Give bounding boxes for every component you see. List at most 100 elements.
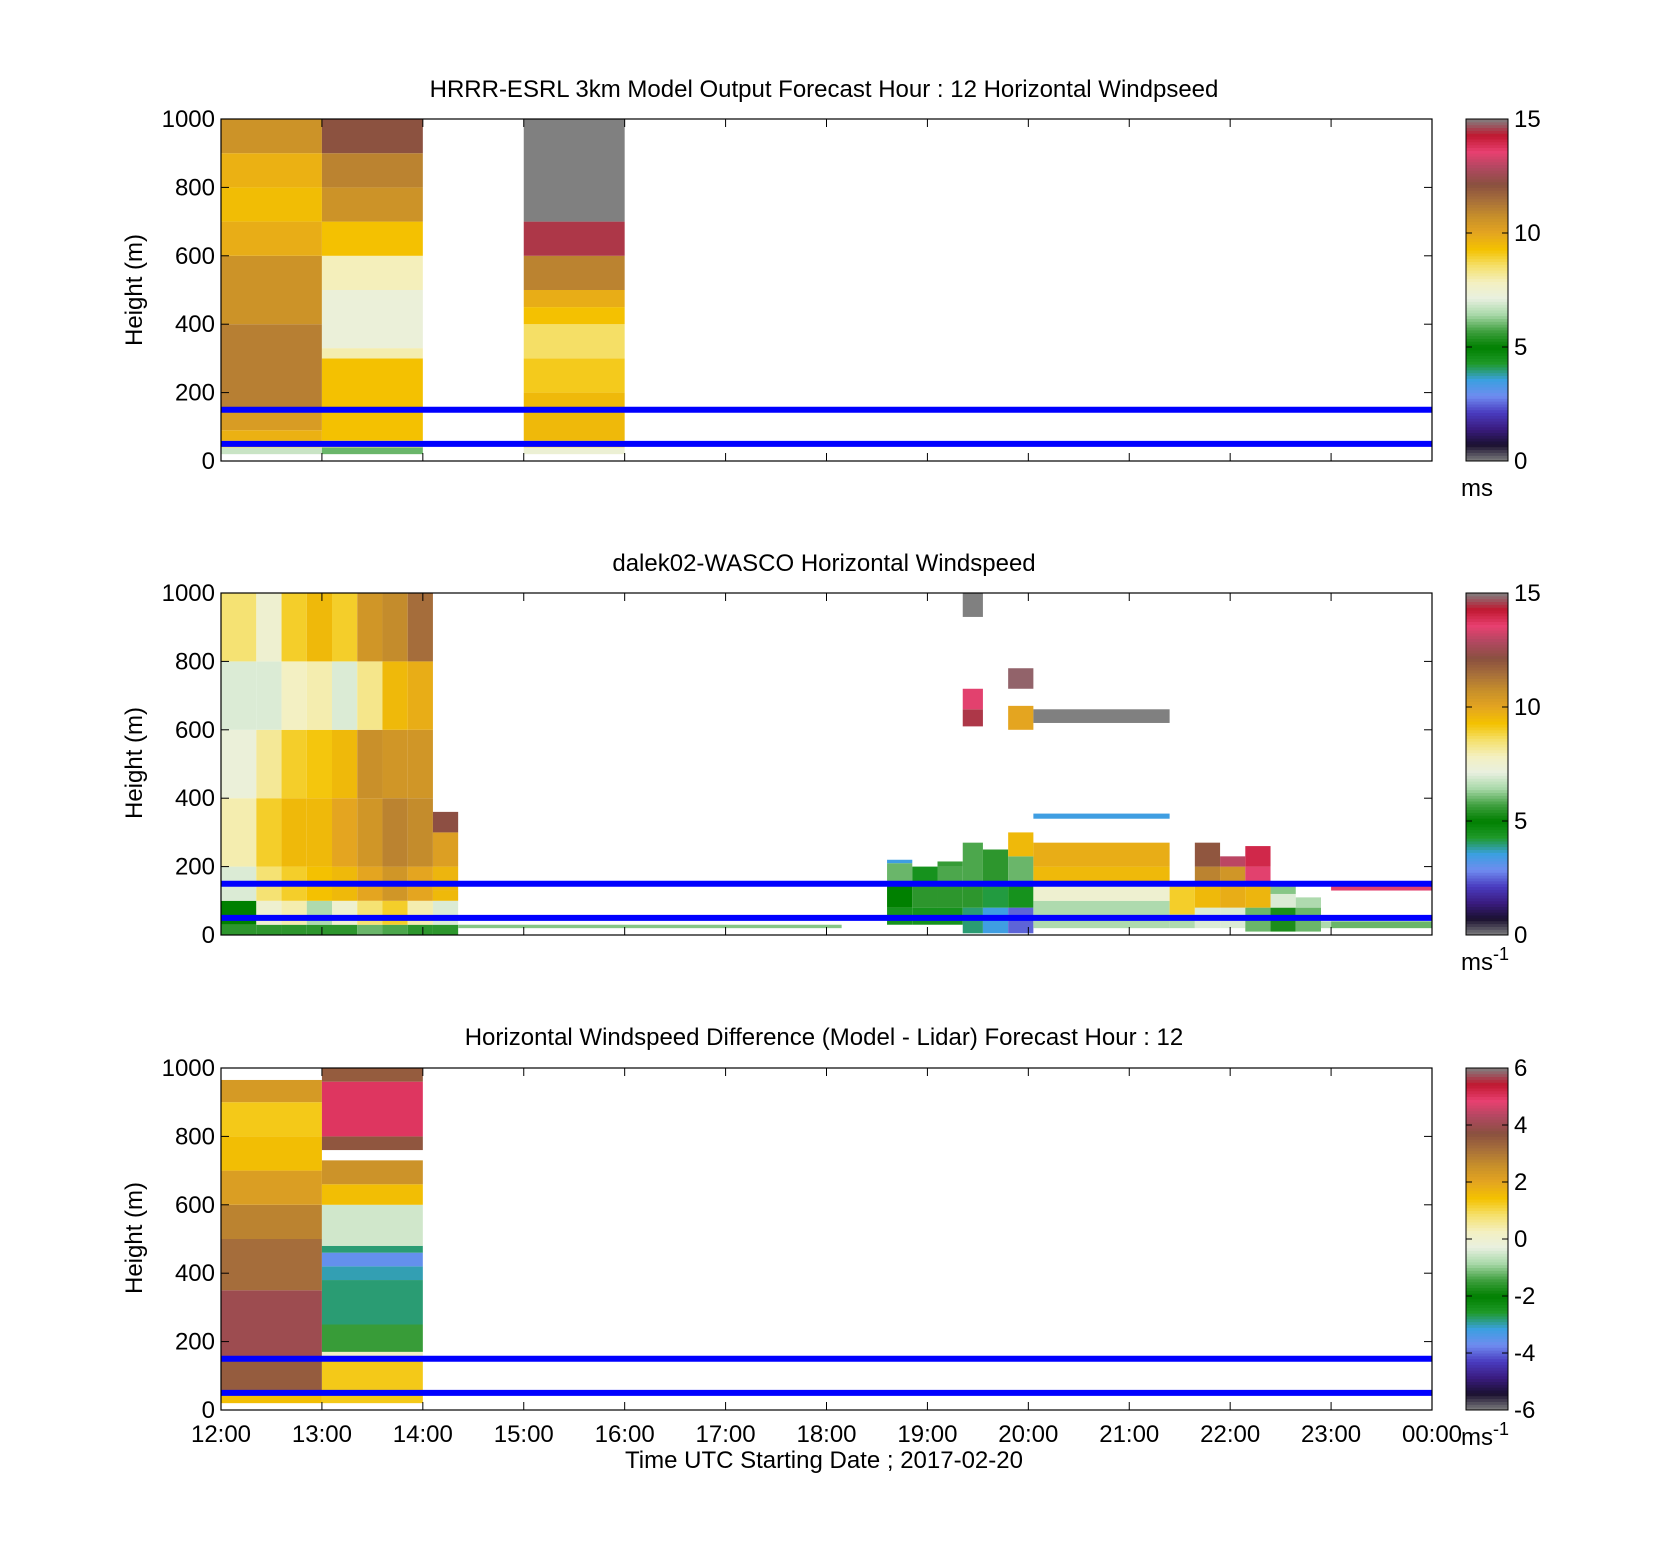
colorbar-band xyxy=(1466,814,1508,819)
colorbar-band xyxy=(1466,891,1508,896)
colorbar-band xyxy=(1466,349,1508,354)
colorbar-band xyxy=(1466,280,1508,285)
heatmap-cell xyxy=(1033,709,1170,723)
colorbar-band xyxy=(1466,1261,1508,1266)
colorbar-band xyxy=(1466,1133,1508,1137)
colorbar-band xyxy=(1466,906,1508,910)
heatmap-cell xyxy=(321,187,423,222)
colorbar-band xyxy=(1466,266,1508,271)
heatmap-cell xyxy=(1008,668,1034,689)
colorbar-band xyxy=(1466,660,1508,665)
colorbar-frame xyxy=(1465,118,1509,462)
heatmap-cell xyxy=(221,593,257,662)
colorbar-band xyxy=(1466,278,1508,282)
colorbar-band xyxy=(1466,663,1508,668)
colorbar-band xyxy=(1466,709,1508,714)
colorbar-band xyxy=(1466,1269,1508,1274)
heatmap-cell xyxy=(221,447,322,455)
colorbar-band xyxy=(1466,1141,1508,1146)
colorbar-band xyxy=(1466,797,1508,802)
x-tick-label: 17:00 xyxy=(696,1421,756,1448)
heatmap-cell xyxy=(1008,883,1034,908)
colorbar-band xyxy=(1466,649,1508,654)
colorbar-band xyxy=(1466,1195,1508,1200)
heatmap-cell xyxy=(1295,897,1321,908)
heatmap-cell xyxy=(407,593,433,662)
colorbar-band xyxy=(1466,629,1508,634)
y-tick-label: 400 xyxy=(175,311,215,338)
colorbar-band xyxy=(1466,1249,1508,1254)
x-tick-label: 21:00 xyxy=(1099,1421,1159,1448)
colorbar-band xyxy=(1466,1369,1508,1374)
heatmap-cell xyxy=(306,900,333,925)
colorbar-band xyxy=(1466,700,1508,705)
colorbar-band xyxy=(1466,769,1508,774)
colorbar-band xyxy=(1466,346,1508,351)
colorbar-band xyxy=(1466,1204,1508,1209)
colorbar-band xyxy=(1466,229,1508,234)
y-tick-label: 800 xyxy=(175,1123,215,1150)
heatmap-cell xyxy=(221,1290,322,1359)
colorbar-band xyxy=(1466,343,1508,348)
colorbar-band xyxy=(1466,868,1508,873)
heatmap-cell xyxy=(1245,866,1271,884)
colorbar-band xyxy=(1466,1175,1508,1180)
colorbar-band xyxy=(1466,1229,1508,1234)
colorbar-tick-label: 15 xyxy=(1514,106,1541,133)
heatmap-cell xyxy=(523,324,625,359)
heatmap-cell xyxy=(407,900,433,925)
x-tick-label: 22:00 xyxy=(1200,1421,1260,1448)
colorbar-band xyxy=(1466,1309,1508,1314)
y-tick-label: 400 xyxy=(175,785,215,812)
heatmap-cell xyxy=(1245,883,1271,908)
colorbar-band xyxy=(1466,697,1508,702)
colorbar-band xyxy=(1466,615,1508,620)
colorbar-band xyxy=(1466,1400,1508,1405)
colorbar-band xyxy=(1466,235,1508,240)
colorbar-band xyxy=(1466,1076,1508,1080)
heatmap-cell xyxy=(357,593,383,662)
colorbar-band xyxy=(1466,1090,1508,1095)
y-tick-label: 800 xyxy=(175,174,215,201)
y-tick-label: 800 xyxy=(175,648,215,675)
colorbar-band xyxy=(1466,375,1508,379)
colorbar-band xyxy=(1466,1324,1508,1328)
x-axis-label: Time UTC Starting Date ; 2017-02-20 xyxy=(625,1447,1023,1474)
colorbar-band xyxy=(1466,152,1508,157)
colorbar-band xyxy=(1466,443,1508,448)
heatmap-cell xyxy=(281,798,307,867)
colorbar-band xyxy=(1466,400,1508,405)
heatmap-cell xyxy=(221,1079,322,1103)
y-tick-label: 1000 xyxy=(162,1055,215,1082)
heatmap-cell xyxy=(357,924,383,935)
colorbar-band xyxy=(1466,1338,1508,1343)
heatmap-cell xyxy=(332,900,358,925)
heatmap-cell xyxy=(321,348,423,359)
x-tick-label: 15:00 xyxy=(494,1421,554,1448)
heatmap-cell xyxy=(407,798,433,867)
colorbar-band xyxy=(1466,377,1508,382)
heatmap-cell xyxy=(1008,856,1034,884)
colorbar-band xyxy=(1466,149,1508,154)
colorbar-band xyxy=(1466,312,1508,317)
colorbar-band xyxy=(1466,1352,1508,1357)
heatmap-cell xyxy=(256,924,282,935)
colorbar-band xyxy=(1466,1363,1508,1368)
colorbar-band xyxy=(1466,272,1508,277)
colorbar-band xyxy=(1466,246,1508,251)
heatmap-cell xyxy=(321,1184,423,1205)
colorbar-band xyxy=(1466,360,1508,365)
colorbar-band xyxy=(1466,1110,1508,1115)
colorbar-band xyxy=(1466,831,1508,836)
colorbar-band xyxy=(1466,652,1508,657)
colorbar-band xyxy=(1466,1252,1508,1257)
heatmap-cell xyxy=(1169,883,1195,915)
heatmap-cell xyxy=(357,900,383,925)
colorbar-band xyxy=(1466,1275,1508,1280)
colorbar-band xyxy=(1466,184,1508,188)
colorbar-band xyxy=(1466,226,1508,231)
colorbar-band xyxy=(1466,1346,1508,1351)
colorbar-band xyxy=(1466,1070,1508,1075)
heatmap-cell xyxy=(221,409,322,431)
